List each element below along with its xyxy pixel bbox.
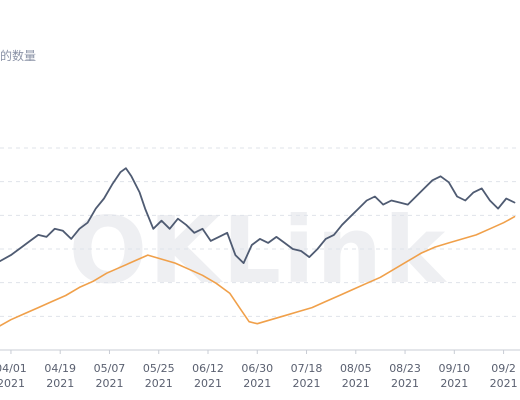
x-tick-date: 05/25: [143, 362, 175, 375]
x-tick-year: 2021: [0, 377, 25, 390]
x-tick-year: 2021: [95, 377, 123, 390]
x-tick-date: 09/10: [438, 362, 470, 375]
x-tick-year: 2021: [243, 377, 271, 390]
x-tick-year: 2021: [490, 377, 518, 390]
watermark-text: OKLink: [69, 197, 447, 304]
x-tick-date: 04/19: [44, 362, 76, 375]
x-tick-year: 2021: [46, 377, 74, 390]
x-tick-date: 06/30: [241, 362, 273, 375]
x-tick-date: 08/23: [389, 362, 421, 375]
x-tick-date: 06/12: [192, 362, 224, 375]
x-tick-date: 04/01: [0, 362, 27, 375]
x-tick-date: 08/05: [340, 362, 372, 375]
chart-title: 的数量: [0, 49, 37, 63]
series-line-1: [0, 167, 516, 264]
x-tick-year: 2021: [391, 377, 419, 390]
x-tick-year: 2021: [145, 377, 173, 390]
x-tick-year: 2021: [440, 377, 468, 390]
x-tick-date: 05/07: [94, 362, 126, 375]
x-tick-year: 2021: [194, 377, 222, 390]
series-line-2: [0, 215, 516, 327]
x-tick-date: 07/18: [291, 362, 323, 375]
x-tick-year: 2021: [342, 377, 370, 390]
x-tick-year: 2021: [293, 377, 321, 390]
x-tick-date: 09/2: [491, 362, 516, 375]
